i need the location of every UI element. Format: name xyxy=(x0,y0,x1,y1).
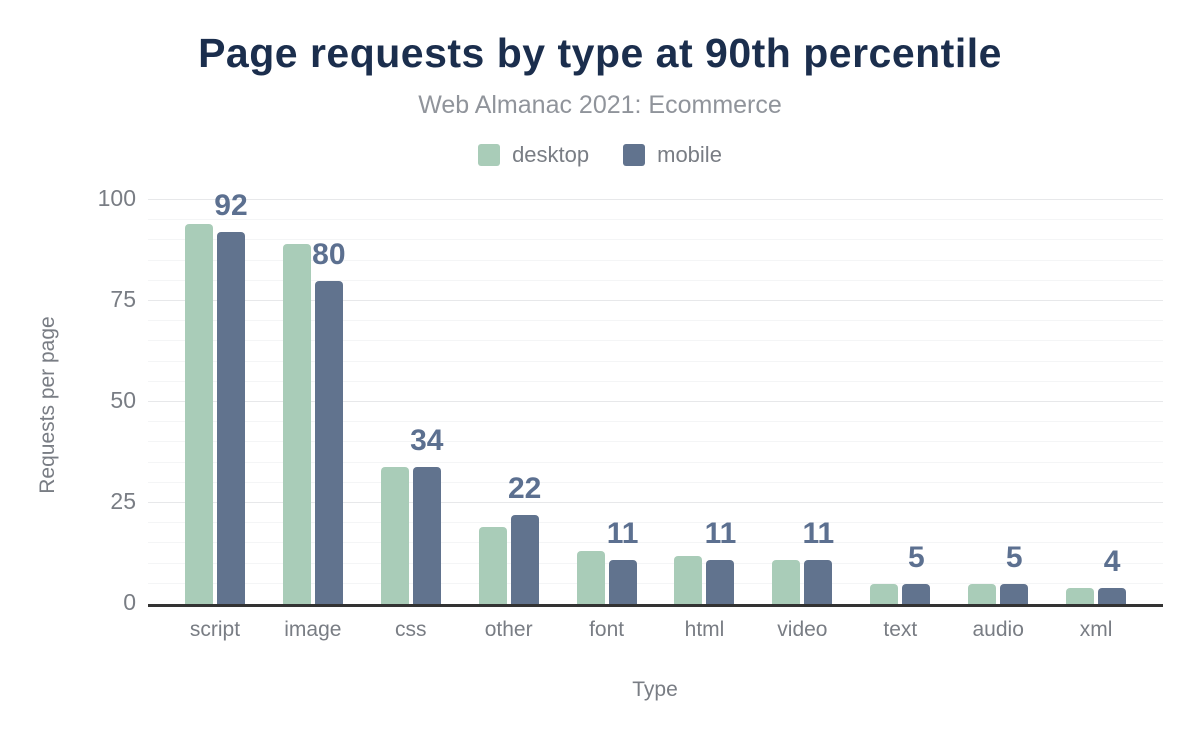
bar-mobile-text xyxy=(902,583,931,604)
bar-mobile-video xyxy=(804,559,833,604)
bar-group-text: 5 text xyxy=(851,203,949,641)
x-tick-other: other xyxy=(484,618,533,641)
bar-desktop-other xyxy=(478,527,507,604)
bar-desktop-script xyxy=(184,224,213,604)
gridline-50 xyxy=(148,401,1163,402)
value-label-other: 22 xyxy=(507,472,542,506)
gridline-55 xyxy=(148,380,1163,382)
mobile-series-swatch xyxy=(623,144,646,166)
y-tick-75: 75 xyxy=(110,286,136,312)
y-tick-25: 25 xyxy=(110,488,136,514)
x-tick-text: text xyxy=(883,618,918,641)
gridline-95 xyxy=(148,219,1163,221)
value-label-image: 80 xyxy=(312,237,346,271)
bar-desktop-video xyxy=(772,559,801,604)
y-tick-100: 100 xyxy=(97,185,136,211)
gridline-100 xyxy=(148,199,1163,200)
x-tick-audio: audio xyxy=(972,618,1024,641)
bar-group-image: 80 image xyxy=(264,203,362,641)
y-tick-0: 0 xyxy=(123,589,136,615)
bar-mobile-xml xyxy=(1098,587,1127,604)
legend-item-desktop[interactable]: desktop xyxy=(478,142,589,168)
value-label-video: 11 xyxy=(802,516,835,550)
gridline-45 xyxy=(148,421,1163,423)
gridline-35 xyxy=(148,461,1163,463)
bar-mobile-font xyxy=(608,559,637,604)
bar-group-font: 11 font xyxy=(558,203,656,641)
x-tick-css: css xyxy=(395,618,427,641)
value-label-css: 34 xyxy=(410,423,444,457)
bar-desktop-xml xyxy=(1066,587,1095,604)
bar-desktop-image xyxy=(282,244,311,604)
plot-area: 92 script 80 image 34 css 22 other 11 font 11 html 1… xyxy=(98,187,1163,641)
x-tick-script: script xyxy=(189,618,241,641)
bar-mobile-css xyxy=(412,466,441,604)
chart-subtitle: Web Almanac 2021: Ecommerce xyxy=(418,91,782,119)
value-label-script: 92 xyxy=(214,189,248,223)
gridline-25 xyxy=(148,502,1163,503)
gridline-65 xyxy=(148,340,1163,342)
gridline-15 xyxy=(148,542,1163,544)
value-label-font: 11 xyxy=(606,516,639,550)
bar-mobile-html xyxy=(706,559,735,604)
bar-group-xml: 4 xml xyxy=(1047,203,1145,641)
gridline-5 xyxy=(148,582,1163,584)
bar-mobile-script xyxy=(216,232,245,604)
gridline-90 xyxy=(148,239,1163,241)
gridline-70 xyxy=(148,320,1163,322)
bar-mobile-image xyxy=(314,280,343,604)
bar-group-video: 11 video xyxy=(753,203,851,641)
legend-label-mobile: mobile xyxy=(657,142,722,167)
bar-mobile-other xyxy=(510,515,539,604)
bar-mobile-audio xyxy=(1000,583,1029,604)
gridline-20 xyxy=(148,522,1163,524)
x-tick-html: html xyxy=(684,618,725,641)
bar-groups-container: 92 script 80 image 34 css 22 other 11 font 11 html 1… xyxy=(148,191,1163,641)
desktop-series-swatch xyxy=(478,144,501,166)
gridline-60 xyxy=(148,360,1163,362)
bar-group-html: 11 html xyxy=(656,203,754,641)
chart-title: Page requests by type at 90th percentile xyxy=(198,30,1002,76)
bar-group-css: 34 css xyxy=(362,203,460,641)
value-label-xml: 4 xyxy=(1103,544,1121,578)
legend-label-desktop: desktop xyxy=(512,142,590,167)
x-tick-font: font xyxy=(589,618,625,641)
x-tick-image: image xyxy=(284,618,342,641)
legend-item-mobile[interactable]: mobile xyxy=(623,142,722,168)
value-label-audio: 5 xyxy=(1005,540,1023,574)
gridline-40 xyxy=(148,441,1163,443)
gridline-75 xyxy=(148,300,1163,301)
bar-desktop-text xyxy=(870,583,899,604)
bar-desktop-audio xyxy=(968,583,997,604)
gridline-85 xyxy=(148,259,1163,261)
value-label-text: 5 xyxy=(907,540,925,574)
x-tick-video: video xyxy=(777,618,828,641)
y-tick-50: 50 xyxy=(110,387,136,413)
bar-desktop-css xyxy=(380,466,409,604)
gridline-30 xyxy=(148,481,1163,483)
value-label-html: 11 xyxy=(704,516,737,550)
bar-desktop-font xyxy=(576,551,605,604)
gridline-10 xyxy=(148,562,1163,564)
legend: desktop mobile xyxy=(0,142,1200,168)
x-tick-xml: xml xyxy=(1079,618,1113,641)
bar-desktop-html xyxy=(674,555,703,604)
x-axis-title: Type xyxy=(632,678,678,701)
gridline-80 xyxy=(148,279,1163,281)
bar-group-script: 92 script xyxy=(166,191,264,641)
bar-group-other: 22 other xyxy=(460,203,558,641)
bar-group-audio: 5 audio xyxy=(949,203,1047,641)
